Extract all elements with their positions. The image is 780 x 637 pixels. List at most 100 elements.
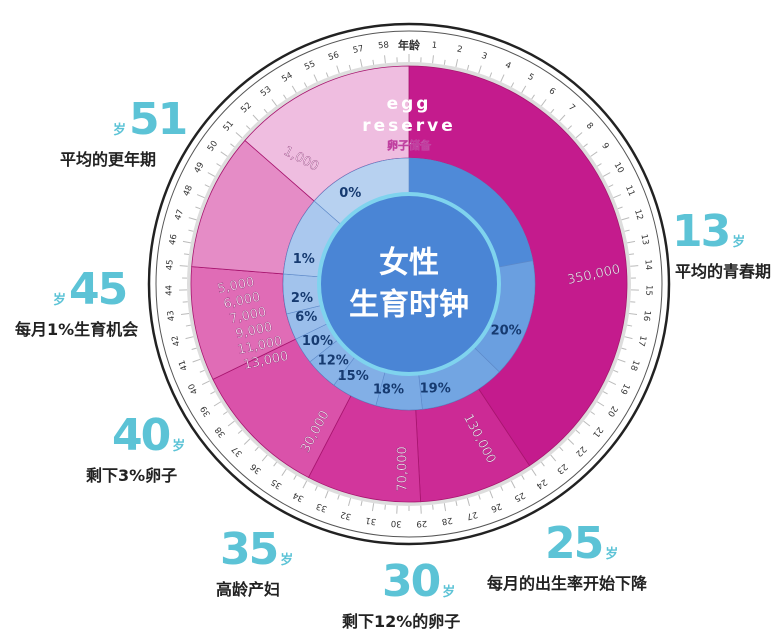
milestone-age: 51	[129, 94, 188, 145]
dial-tick	[199, 369, 205, 373]
dial-tick	[192, 358, 201, 363]
dial-age-number: 41	[177, 358, 190, 372]
dial-tick	[455, 59, 459, 68]
dial-age-number: 11	[623, 184, 636, 198]
dial-tick	[314, 485, 318, 491]
dial-tick	[293, 475, 297, 480]
dial-tick	[531, 468, 537, 476]
dial-tick	[559, 114, 566, 122]
milestone-unit: 岁	[442, 585, 456, 600]
dial-age-number: 12	[632, 208, 645, 221]
milestone-age: 45	[69, 264, 128, 315]
dial-tick	[384, 504, 386, 510]
dial-tick	[559, 446, 564, 452]
dial-tick	[628, 253, 635, 256]
dial-age-number: 49	[192, 161, 206, 175]
dial-tick	[303, 82, 308, 88]
dial-tick	[432, 504, 434, 510]
dial-tick	[384, 55, 386, 64]
milestone-age: 25	[545, 518, 604, 569]
dial-tick	[261, 454, 268, 462]
center-title-line2: 生育时钟	[349, 288, 469, 323]
dial-age-number: 54	[280, 71, 294, 85]
dial-tick	[627, 240, 636, 244]
dial-tick	[613, 369, 619, 373]
dial-tick	[348, 498, 352, 507]
milestone-unit: 岁	[280, 553, 294, 568]
dial-age-number: 5	[526, 72, 536, 83]
dial-tick	[617, 206, 623, 210]
milestone-text: 剩下3%卵子	[86, 466, 178, 485]
dial-tick	[443, 503, 447, 512]
dial-age-number: 10	[612, 161, 626, 175]
dial-tick	[531, 94, 535, 100]
dial-age-number: 46	[168, 233, 180, 245]
dial-age-number: 16	[641, 310, 652, 322]
dial-tick	[608, 184, 614, 188]
egg-reserve-label-en-2: reserve	[362, 116, 456, 136]
dial-tick	[235, 132, 243, 139]
dial-age-number: 30	[391, 518, 402, 529]
dial-age-number: 13	[638, 233, 650, 245]
dial-tick	[237, 429, 243, 434]
dial-tick	[466, 498, 470, 507]
dial-tick	[613, 194, 622, 199]
dial-tick	[313, 74, 318, 83]
dial-age-number: 27	[465, 509, 478, 521]
dial-tick	[627, 324, 633, 327]
dial-age-number: 9	[599, 141, 610, 151]
percentage-label: 1%	[293, 252, 315, 267]
dial-tick	[466, 64, 470, 70]
dial-age-number: 20	[605, 404, 619, 418]
dial-tick	[521, 85, 527, 93]
dial-tick	[510, 480, 516, 489]
dial-tick	[478, 65, 482, 74]
dial-tick	[621, 217, 630, 221]
dial-age-number: 29	[416, 518, 427, 529]
dial-age-number: 33	[315, 500, 329, 513]
dial-tick	[302, 480, 308, 489]
percentage-label: 15%	[338, 369, 369, 384]
milestone-unit: 岁	[172, 439, 186, 454]
dial-tick	[324, 490, 329, 499]
dial-tick	[254, 446, 259, 452]
dial-age-number: 45	[165, 259, 176, 271]
dial-tick	[201, 380, 210, 386]
dial-tick	[617, 358, 626, 363]
milestone-unit: 岁	[605, 547, 619, 562]
dial-tick	[188, 217, 197, 221]
center-circle	[317, 192, 501, 376]
dial-tick	[183, 253, 190, 256]
dial-tick	[500, 74, 505, 83]
dial-tick	[281, 468, 287, 476]
dial-tick	[210, 391, 216, 395]
dial-tick	[336, 65, 340, 74]
dial-age-number: 1	[431, 41, 437, 52]
dial-tick	[348, 64, 352, 70]
egg-reserve-label-en: egg	[387, 94, 432, 114]
milestone-text: 剩下12%的卵子	[342, 612, 461, 631]
percentage-label: 2%	[291, 291, 313, 306]
dial-tick	[291, 85, 297, 93]
dial-tick	[540, 99, 547, 107]
percentage-label: 18%	[373, 383, 404, 398]
milestone-unit: 岁	[113, 123, 127, 138]
dial-tick	[372, 59, 375, 65]
dial-tick	[271, 99, 278, 107]
dial-tick	[602, 391, 608, 395]
dial-tick	[283, 94, 287, 100]
percentage-label: 19%	[420, 381, 451, 396]
dial-tick	[630, 265, 639, 267]
dial-tick	[191, 347, 197, 351]
dial-tick	[621, 347, 627, 351]
dial-age-number: 14	[642, 259, 653, 271]
dial-tick	[263, 108, 268, 114]
dial-tick	[227, 420, 235, 427]
dial-age-number: 25	[512, 490, 526, 504]
dial-age-number: 28	[441, 515, 453, 527]
dial-tick	[185, 324, 191, 327]
dial-age-number: 3	[480, 51, 488, 62]
egg-count-label: 70,000	[396, 446, 411, 492]
dial-age-number: 19	[618, 382, 632, 396]
dial-tick	[510, 82, 515, 88]
